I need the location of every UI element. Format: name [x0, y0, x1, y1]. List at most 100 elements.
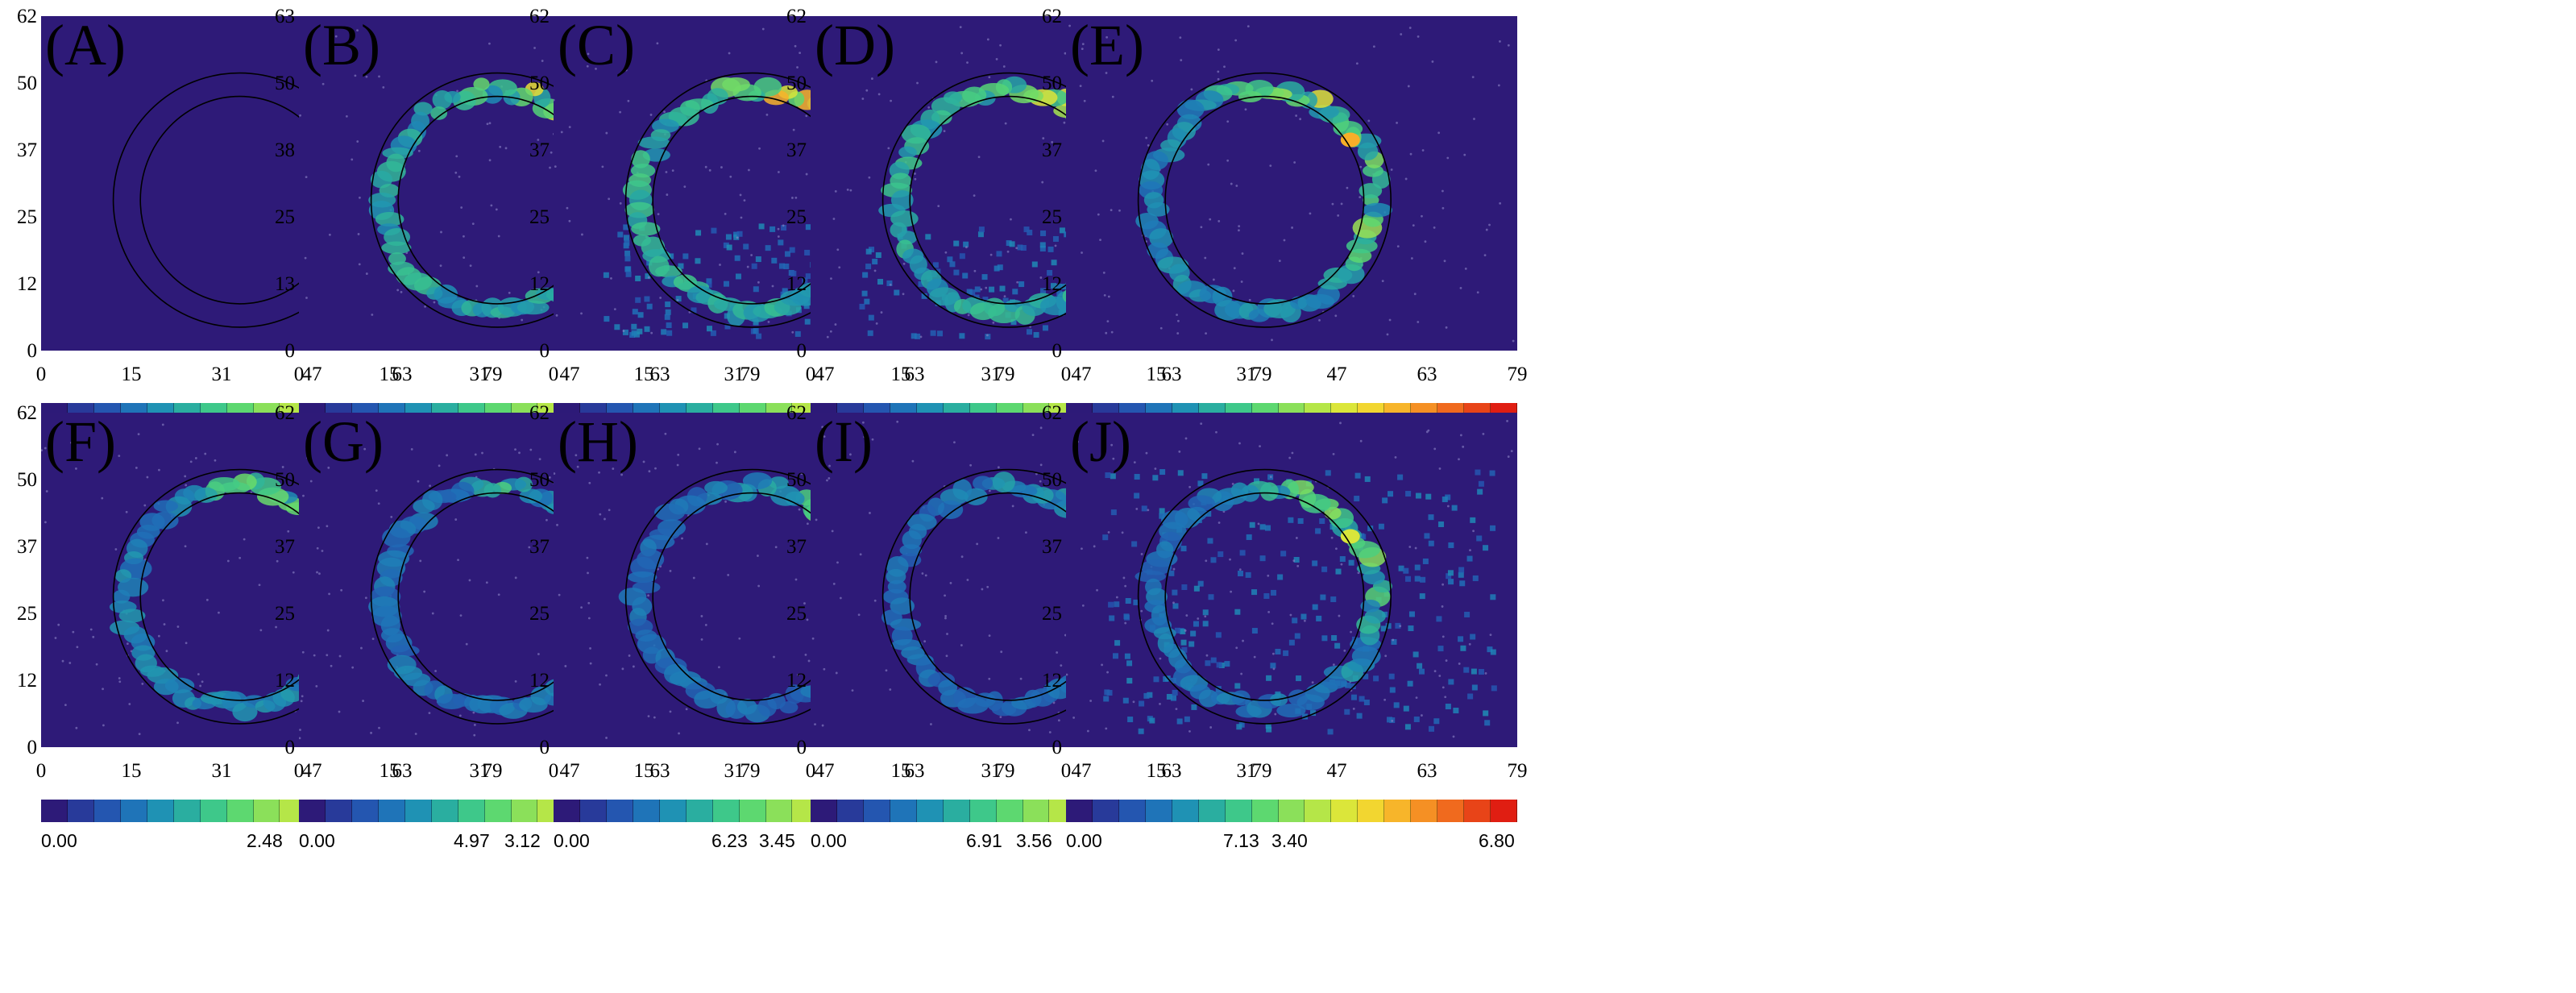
speck [981, 588, 984, 591]
speck [757, 280, 760, 284]
speck [1424, 240, 1427, 243]
spread-cell [1413, 716, 1420, 722]
speck [330, 664, 333, 667]
speck [365, 75, 368, 78]
speck [1293, 161, 1296, 164]
speck [1209, 218, 1212, 221]
hotspot [1309, 105, 1339, 119]
speck [463, 256, 466, 260]
speck [548, 476, 551, 479]
speck [326, 525, 329, 528]
speck [1057, 719, 1060, 722]
x-tick-label: 79 [1507, 760, 1528, 782]
speck [1238, 442, 1241, 445]
panel-label: (H) [558, 413, 638, 474]
speck [973, 269, 977, 272]
spread-cell [1300, 613, 1307, 620]
y-tick-label: 62 [1042, 402, 1062, 424]
x-tick-label: 63 [904, 760, 925, 782]
speck [504, 147, 508, 150]
speck [468, 579, 471, 582]
spread-cell [1251, 628, 1258, 634]
speck [887, 147, 890, 150]
spread-cell [1134, 492, 1140, 499]
speck [657, 567, 659, 571]
colorbar-segment [173, 800, 201, 822]
speck [568, 219, 571, 222]
spread-cell [1470, 517, 1476, 523]
speck [620, 473, 623, 476]
speck [537, 271, 540, 274]
speck [678, 732, 680, 735]
spread-cell [959, 333, 965, 339]
speck [1390, 168, 1393, 171]
speck [61, 659, 64, 663]
spread-cell [1202, 609, 1209, 616]
spread-cell [1354, 472, 1361, 479]
panel-label: (D) [815, 16, 895, 77]
speck [659, 297, 662, 299]
speck [340, 588, 343, 592]
spread-cell [1404, 724, 1411, 730]
spread-cell [1296, 675, 1302, 682]
speck [1231, 483, 1234, 485]
spread-cell [637, 328, 643, 334]
speck [1468, 642, 1471, 646]
speck [624, 69, 628, 72]
speck [1415, 696, 1418, 700]
speck [986, 38, 989, 41]
spread-cell [949, 261, 956, 268]
spread-cell [784, 251, 790, 257]
speck [1103, 294, 1106, 297]
speck [555, 314, 558, 317]
spread-cell [1012, 289, 1018, 295]
speck [1072, 717, 1076, 719]
y-tick-label: 12 [17, 670, 37, 692]
hotspot [482, 85, 504, 104]
speck [836, 248, 840, 251]
speck [748, 168, 750, 172]
speck [1180, 59, 1183, 62]
spread-cell [1201, 473, 1208, 480]
tunnel-inner-outline [1164, 492, 1365, 701]
spread-cell [1330, 596, 1337, 603]
spread-cell [1424, 533, 1430, 539]
speck [1105, 331, 1108, 334]
speck [281, 466, 284, 468]
speck [1094, 169, 1097, 172]
spread-cell [1210, 657, 1217, 663]
y-tick-label: 50 [17, 469, 37, 491]
spread-cell [1133, 599, 1139, 605]
spread-cell [1448, 579, 1454, 585]
y-tick-label: 0 [284, 340, 296, 362]
speck [1384, 654, 1388, 658]
speck [1217, 521, 1221, 524]
speck [676, 463, 679, 467]
y-tick-label: 0 [539, 737, 550, 758]
spread-cell [603, 272, 609, 278]
speck [1359, 196, 1362, 199]
speck [1238, 229, 1240, 232]
speck [176, 625, 180, 628]
speck [777, 235, 780, 238]
speck [304, 256, 307, 260]
speck [70, 441, 73, 444]
speck [1188, 485, 1191, 488]
speck [75, 726, 78, 729]
speck [1464, 267, 1467, 270]
speck [716, 442, 719, 446]
speck [1272, 667, 1276, 671]
spread-cell [1447, 570, 1454, 576]
speck [977, 156, 981, 159]
speck [488, 122, 492, 125]
spread-cell [723, 280, 729, 287]
spread-cell [1327, 729, 1334, 735]
spread-cell [1114, 601, 1120, 608]
panel-j: (J) 0 12 25 37 50 62 0 15 31 47 63 79 0.00 3.40 6.80 [1036, 403, 1536, 896]
speck [1303, 619, 1306, 622]
spread-cell [1420, 576, 1426, 583]
speck [1414, 546, 1417, 550]
speck [849, 453, 852, 456]
speck [835, 671, 838, 675]
